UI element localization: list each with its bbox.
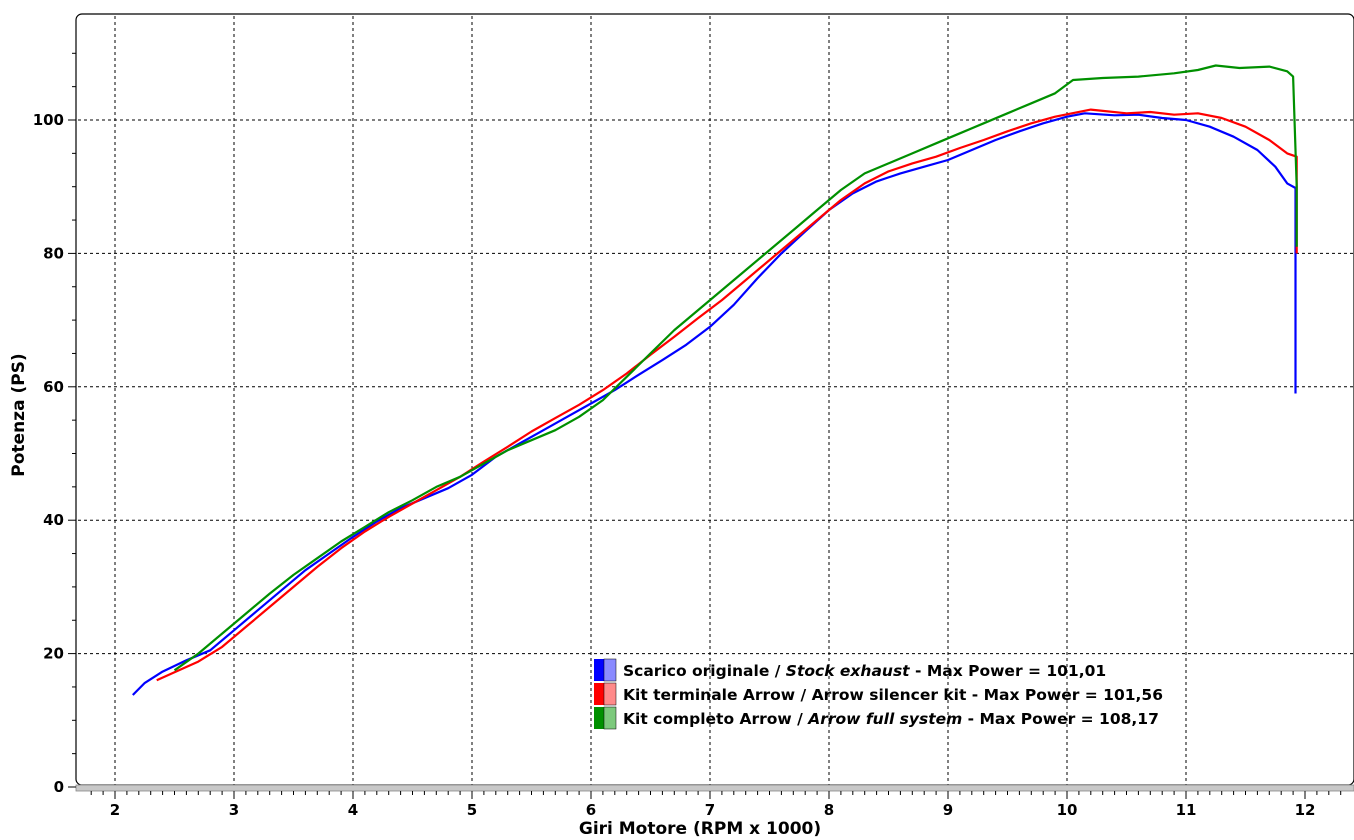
- legend-label-stock: Scarico originale / Stock exhaust - Max …: [623, 662, 1106, 680]
- x-tick-label: 4: [348, 801, 358, 819]
- series-group: [132, 64, 1298, 696]
- x-axis-title: Giri Motore (RPM x 1000): [579, 819, 821, 839]
- x-tick-label: 9: [943, 801, 953, 819]
- x-axis-bar: [75, 784, 1354, 792]
- legend-label-full-system-part2: Arrow full system: [807, 710, 962, 728]
- x-tick-label: 10: [1057, 801, 1078, 819]
- series-line-full-system: [173, 64, 1298, 672]
- y-tick-label: 0: [54, 778, 64, 796]
- x-tick-label: 11: [1176, 801, 1197, 819]
- x-tick-label: 7: [705, 801, 715, 819]
- x-tick-label: 5: [467, 801, 477, 819]
- legend-label-silencer-part1: Kit terminale Arrow / Arrow silencer kit…: [623, 686, 1163, 704]
- series-line-silencer: [156, 108, 1298, 682]
- x-tick-label: 3: [229, 801, 239, 819]
- grid: [78, 16, 1354, 785]
- x-tick-label: 6: [586, 801, 596, 819]
- legend-label-full-system-part3: - Max Power = 108,17: [962, 710, 1159, 728]
- y-tick-label: 60: [43, 378, 64, 396]
- y-tick-label: 100: [33, 111, 64, 129]
- legend-label-stock-part2: Stock exhaust: [786, 662, 910, 680]
- y-tick-label: 80: [43, 244, 64, 262]
- legend-swatch-stock: [594, 659, 604, 681]
- legend-swatch-silencer-light: [603, 682, 617, 706]
- y-tick-label: 40: [43, 511, 64, 529]
- legend-swatch-full-system: [594, 707, 604, 729]
- legend: Scarico originale / Stock exhaust - Max …: [594, 658, 1163, 730]
- y-tick-label: 20: [43, 645, 64, 663]
- series-line-stock: [132, 112, 1297, 696]
- legend-swatch-stock-light: [603, 658, 617, 682]
- x-tick-label: 2: [110, 801, 120, 819]
- x-tick-label: 8: [824, 801, 834, 819]
- legend-label-full-system-part1: Kit completo Arrow /: [623, 710, 808, 728]
- legend-label-silencer: Kit terminale Arrow / Arrow silencer kit…: [623, 686, 1163, 704]
- legend-swatch-silencer: [594, 683, 604, 705]
- legend-item-full-system: Kit completo Arrow / Arrow full system -…: [594, 706, 1159, 730]
- y-axis-title: Potenza (PS): [9, 353, 29, 476]
- legend-label-stock-part1: Scarico originale /: [623, 662, 786, 680]
- x-tick-label: 12: [1295, 801, 1316, 819]
- legend-item-silencer: Kit terminale Arrow / Arrow silencer kit…: [594, 682, 1163, 706]
- legend-swatch-full-system-light: [603, 706, 617, 730]
- axes: 0 20 40 60 80 100 2 3 4 5 6 7 8 9 10 11 12: [33, 52, 1342, 819]
- legend-label-stock-part3: - Max Power = 101,01: [910, 662, 1107, 680]
- legend-label-full-system: Kit completo Arrow / Arrow full system -…: [623, 710, 1159, 728]
- legend-item-stock: Scarico originale / Stock exhaust - Max …: [594, 658, 1106, 682]
